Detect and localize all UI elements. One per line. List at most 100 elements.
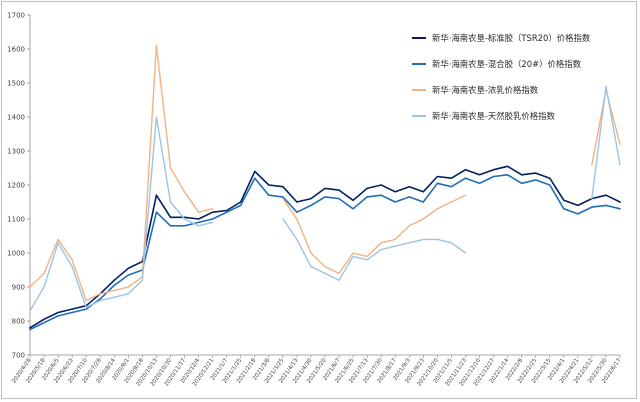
data-point [71, 266, 73, 268]
data-point [57, 238, 59, 240]
data-point [450, 242, 453, 244]
data-point [155, 211, 158, 213]
data-point [71, 308, 73, 310]
y-tick-label: 1700 [7, 12, 25, 20]
data-point [380, 242, 382, 244]
data-point [197, 221, 200, 223]
data-point [282, 186, 284, 188]
data-point [310, 204, 312, 206]
data-point [183, 225, 186, 227]
data-point [338, 189, 340, 191]
data-point [591, 206, 593, 208]
data-point [169, 201, 172, 203]
data-point [254, 170, 256, 172]
data-point [296, 201, 298, 203]
y-tick-label: 1100 [7, 216, 25, 224]
data-point [141, 279, 143, 281]
data-point [197, 211, 200, 213]
data-point [464, 194, 467, 196]
data-point [212, 208, 214, 210]
data-point [113, 279, 115, 281]
y-tick-label: 1500 [7, 80, 25, 88]
data-point [310, 266, 312, 268]
data-point [282, 218, 284, 220]
data-point [296, 211, 298, 213]
data-point [324, 196, 326, 198]
y-tick-label: 1000 [7, 250, 25, 258]
data-point [113, 296, 115, 298]
data-point [197, 218, 200, 220]
legend-label-1: 新华·海南农垦-标准胶（TSR20）价格指数 [432, 33, 591, 43]
data-point [85, 306, 87, 308]
data-point [324, 187, 326, 189]
series-line-1 [29, 165, 621, 329]
data-point [380, 184, 382, 186]
data-point [338, 279, 340, 281]
data-point [43, 272, 45, 274]
legend-label-4: 新华·海南农垦-天然胶乳价格指数 [432, 111, 556, 121]
data-point [127, 286, 129, 288]
data-point [535, 179, 537, 181]
data-point [380, 249, 382, 251]
data-point [450, 186, 453, 188]
data-point [57, 311, 59, 314]
data-point [324, 266, 326, 268]
data-point [57, 242, 59, 244]
data-point [619, 164, 621, 166]
data-point [563, 199, 565, 201]
data-point [197, 225, 200, 227]
data-point [57, 315, 59, 317]
data-point [226, 209, 228, 212]
data-point [268, 184, 270, 186]
data-point [394, 191, 396, 193]
data-point [43, 318, 45, 320]
data-point [254, 177, 256, 179]
data-point [619, 208, 621, 210]
data-point [563, 208, 565, 210]
data-point [324, 272, 326, 274]
data-point [29, 328, 31, 331]
data-point [422, 191, 424, 193]
data-point [366, 259, 368, 261]
data-point [310, 198, 312, 200]
data-point [43, 286, 45, 288]
data-point [436, 238, 438, 240]
data-point [127, 274, 129, 276]
y-tick-label: 1600 [7, 46, 25, 54]
data-point [591, 198, 593, 200]
data-point [155, 194, 158, 196]
data-point [422, 218, 424, 220]
data-point [71, 311, 73, 314]
data-point [310, 252, 312, 254]
y-tick-label: 700 [12, 352, 25, 360]
data-point [226, 211, 228, 213]
data-point [85, 300, 87, 302]
data-point [113, 284, 115, 286]
data-point [352, 252, 354, 254]
data-point [99, 298, 101, 300]
data-point [422, 238, 424, 240]
data-point [240, 201, 242, 203]
data-point [240, 204, 242, 206]
data-point [155, 45, 158, 47]
data-point [212, 211, 214, 213]
data-point [464, 252, 467, 254]
data-point [85, 308, 87, 310]
data-point [380, 194, 382, 196]
data-point [450, 201, 453, 203]
data-point [464, 177, 467, 179]
data-point [605, 204, 607, 206]
data-point [436, 208, 438, 210]
data-point [478, 182, 481, 184]
y-tick-label: 800 [12, 318, 25, 326]
y-tick-label: 1400 [7, 114, 25, 122]
data-point [408, 225, 410, 227]
data-point [282, 196, 284, 198]
data-point [507, 165, 509, 167]
data-point [577, 213, 579, 215]
data-point [492, 175, 495, 178]
legend-label-2: 新华·海南农垦-混合胶（20#）价格指数 [432, 59, 582, 69]
data-point [183, 191, 186, 193]
data-point [127, 267, 129, 269]
